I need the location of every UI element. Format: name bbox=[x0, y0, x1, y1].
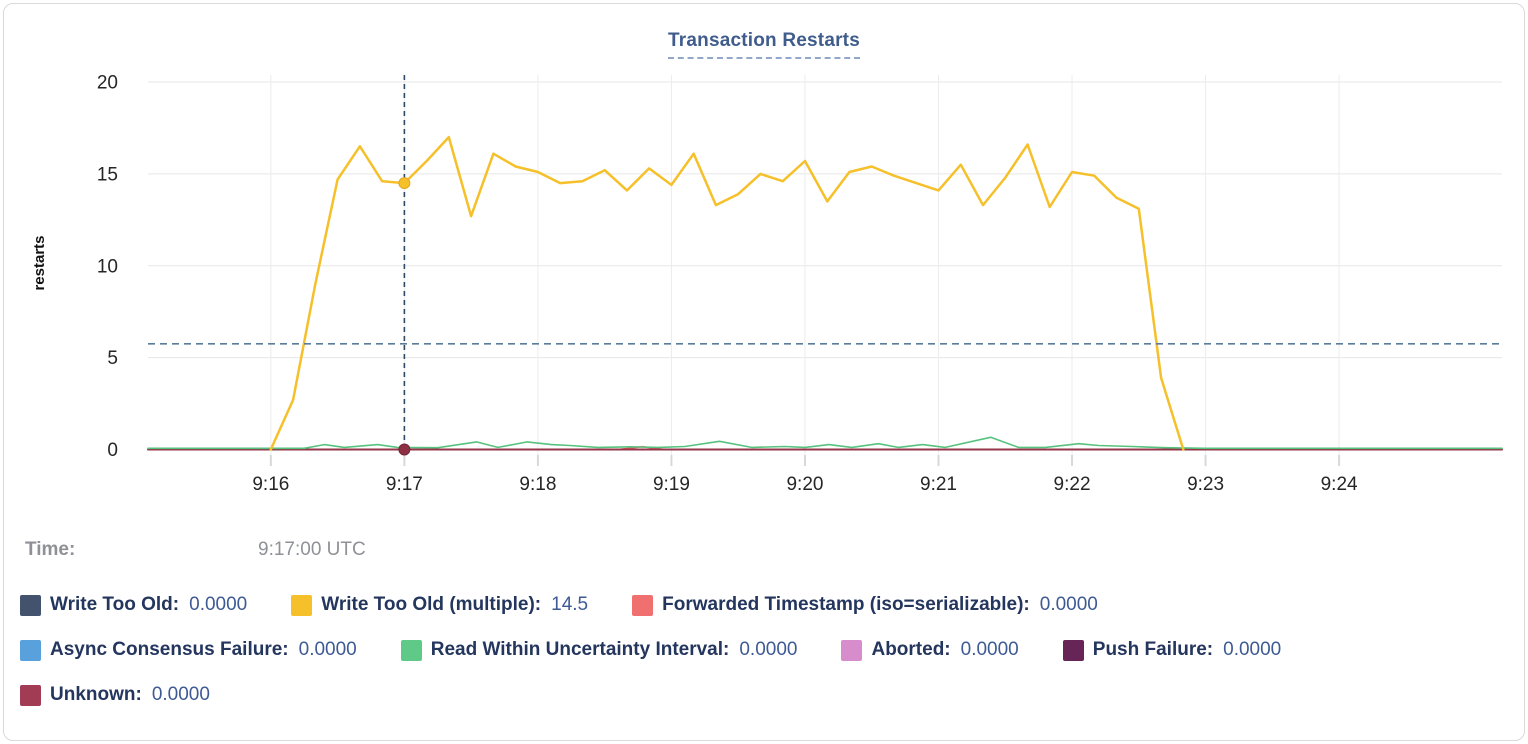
legend-swatch-icon bbox=[841, 639, 863, 661]
legend-value: 0.0000 bbox=[151, 684, 210, 705]
legend-row: Async Consensus Failure: 0.0000 Read Withi… bbox=[20, 636, 1514, 664]
legend-label: Aborted: bbox=[871, 639, 951, 660]
x-tick-label: 9:17 bbox=[386, 474, 423, 495]
y-axis-label: restarts bbox=[31, 235, 48, 290]
x-tick-label: 9:22 bbox=[1054, 474, 1091, 495]
tooltip-time-label: Time: bbox=[25, 539, 76, 560]
legend-swatch-icon bbox=[20, 684, 41, 706]
x-tick-label: 9:20 bbox=[786, 474, 823, 495]
x-tick-label: 9:21 bbox=[920, 474, 957, 495]
legend-item: Read Within Uncertainty Interval: 0.0000 bbox=[400, 639, 798, 661]
legend-item: Write Too Old (multiple): 14.5 bbox=[291, 594, 588, 616]
legend-item: Unknown: 0.0000 bbox=[20, 684, 210, 706]
legend-swatch-icon bbox=[632, 594, 654, 616]
legend-label: Unknown: bbox=[50, 684, 142, 705]
legend-swatch-icon bbox=[20, 639, 41, 661]
chart-svg[interactable]: 0 5 10 15 20 9:16 9:17 9:18 9:19 9:20 9:21 9:22 9:23… bbox=[0, 0, 1528, 520]
x-tick-label: 9:24 bbox=[1321, 474, 1358, 495]
legend-item: Push Failure: 0.0000 bbox=[1062, 639, 1282, 661]
legend-label: Write Too Old: bbox=[50, 594, 180, 615]
card-border bbox=[3, 3, 1525, 741]
legend-value: 0.0000 bbox=[739, 639, 798, 660]
legend-value: 0.0000 bbox=[1039, 594, 1098, 615]
series-line-read-within-uncertainty-interval bbox=[147, 436, 1503, 450]
y-tick-label: 10 bbox=[97, 256, 118, 277]
legend-label: Read Within Uncertainty Interval: bbox=[430, 639, 730, 660]
legend-value: 0.0000 bbox=[298, 639, 357, 660]
legend-label: Forwarded Timestamp (iso=serializable): bbox=[662, 594, 1030, 615]
y-tick-label: 20 bbox=[97, 73, 118, 94]
x-tick-label: 9:19 bbox=[653, 474, 690, 495]
tooltip-time-value: 9:17:00 UTC bbox=[258, 539, 366, 560]
y-tick-label: 15 bbox=[97, 164, 118, 185]
x-tick-label: 9:18 bbox=[519, 474, 556, 495]
hover-dot-write-too-old-multiple bbox=[398, 177, 411, 190]
legend-item: Async Consensus Failure: 0.0000 bbox=[20, 639, 357, 661]
chart-legend: Write Too Old: 0.0000 Write Too Old (multi… bbox=[20, 591, 1514, 726]
legend-item: Forwarded Timestamp (iso=serializable): 0… bbox=[632, 594, 1098, 616]
y-tick-label: 0 bbox=[107, 440, 118, 461]
legend-value: 14.5 bbox=[551, 594, 589, 615]
legend-value: 0.0000 bbox=[960, 639, 1019, 660]
y-tick-label: 5 bbox=[107, 348, 118, 369]
legend-swatch-icon bbox=[20, 594, 41, 616]
tooltip-time-row: Time: 9:17:00 UTC bbox=[0, 539, 1528, 565]
legend-value: 0.0000 bbox=[1223, 639, 1282, 660]
legend-label: Push Failure: bbox=[1092, 639, 1214, 660]
legend-row: Write Too Old: 0.0000 Write Too Old (multi… bbox=[20, 591, 1514, 619]
legend-item: Write Too Old: 0.0000 bbox=[20, 594, 247, 616]
legend-value: 0.0000 bbox=[189, 594, 248, 615]
x-tick-label: 9:23 bbox=[1187, 474, 1224, 495]
legend-swatch-icon bbox=[1062, 639, 1084, 661]
chart-header: Transaction Restarts bbox=[0, 30, 1528, 59]
legend-swatch-icon bbox=[400, 639, 422, 661]
legend-swatch-icon bbox=[291, 594, 313, 616]
legend-row: Unknown: 0.0000 bbox=[20, 681, 1514, 709]
legend-label: Async Consensus Failure: bbox=[50, 639, 289, 660]
series-line-write-too-old-multiple- bbox=[269, 135, 1185, 451]
legend-item: Aborted: 0.0000 bbox=[841, 639, 1019, 661]
x-tick-label: 9:16 bbox=[252, 474, 289, 495]
chart-title[interactable]: Transaction Restarts bbox=[668, 30, 860, 59]
legend-label: Write Too Old (multiple): bbox=[321, 594, 542, 615]
hover-dot-unknown bbox=[398, 443, 411, 456]
